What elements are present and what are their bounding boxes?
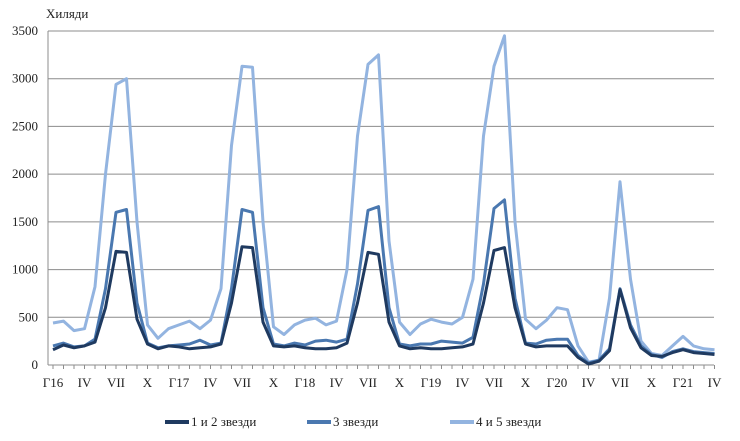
legend-label-2: 4 и 5 звезди bbox=[476, 414, 541, 429]
x-tick-label: IV bbox=[330, 375, 344, 390]
series-line-0 bbox=[52, 245, 715, 366]
legend-label-0: 1 и 2 звезди bbox=[191, 414, 256, 429]
legend: 1 и 2 звезди 3 звезди 4 и 5 звезди bbox=[165, 414, 541, 429]
x-tick-label: X bbox=[395, 375, 405, 390]
x-tick-label: VII bbox=[611, 375, 629, 390]
y-tick-label: 500 bbox=[19, 309, 39, 324]
x-tick-label: X bbox=[269, 375, 279, 390]
x-tick-label: Г19 bbox=[421, 375, 442, 390]
series-line-2 bbox=[52, 34, 715, 364]
x-tick-label: Г18 bbox=[295, 375, 316, 390]
y-tick-label: 0 bbox=[32, 357, 39, 372]
x-tick-label: VII bbox=[107, 375, 125, 390]
x-tick-label: X bbox=[647, 375, 657, 390]
x-tick-label: IV bbox=[204, 375, 218, 390]
y-tick-label: 3000 bbox=[12, 71, 38, 86]
x-tick-label: VII bbox=[233, 375, 251, 390]
series-lines bbox=[52, 34, 715, 366]
x-tick-label: Г16 bbox=[43, 375, 64, 390]
x-tick-label: Г21 bbox=[673, 375, 694, 390]
legend-label-1: 3 звезди bbox=[333, 414, 378, 429]
x-tick-label: IV bbox=[78, 375, 92, 390]
x-tick-label: IV bbox=[582, 375, 596, 390]
x-tick-label: IV bbox=[456, 375, 470, 390]
y-tick-label: 2000 bbox=[12, 166, 38, 181]
x-axis: Г16 IV VII X Г17 IV VII X Г18 IV VII X Г19 IV VII X Г20 I… bbox=[43, 31, 722, 390]
y-tick-label: 2500 bbox=[12, 118, 38, 133]
x-tick-label: X bbox=[521, 375, 531, 390]
x-tick-label: IV bbox=[708, 375, 722, 390]
y-tick-label: 1500 bbox=[12, 214, 38, 229]
y-tick-labels: 0 500 1000 1500 2000 2500 3000 3500 bbox=[12, 23, 38, 372]
y-tick-label: 3500 bbox=[12, 23, 38, 38]
x-tick-label: Г17 bbox=[169, 375, 190, 390]
x-tick-label: Г20 bbox=[547, 375, 568, 390]
x-tick-label: X bbox=[143, 375, 153, 390]
x-tick-label: VII bbox=[485, 375, 503, 390]
x-tick-label: VII bbox=[359, 375, 377, 390]
y-axis-title: Хиляди bbox=[46, 6, 88, 21]
y-tick-label: 1000 bbox=[12, 262, 38, 277]
